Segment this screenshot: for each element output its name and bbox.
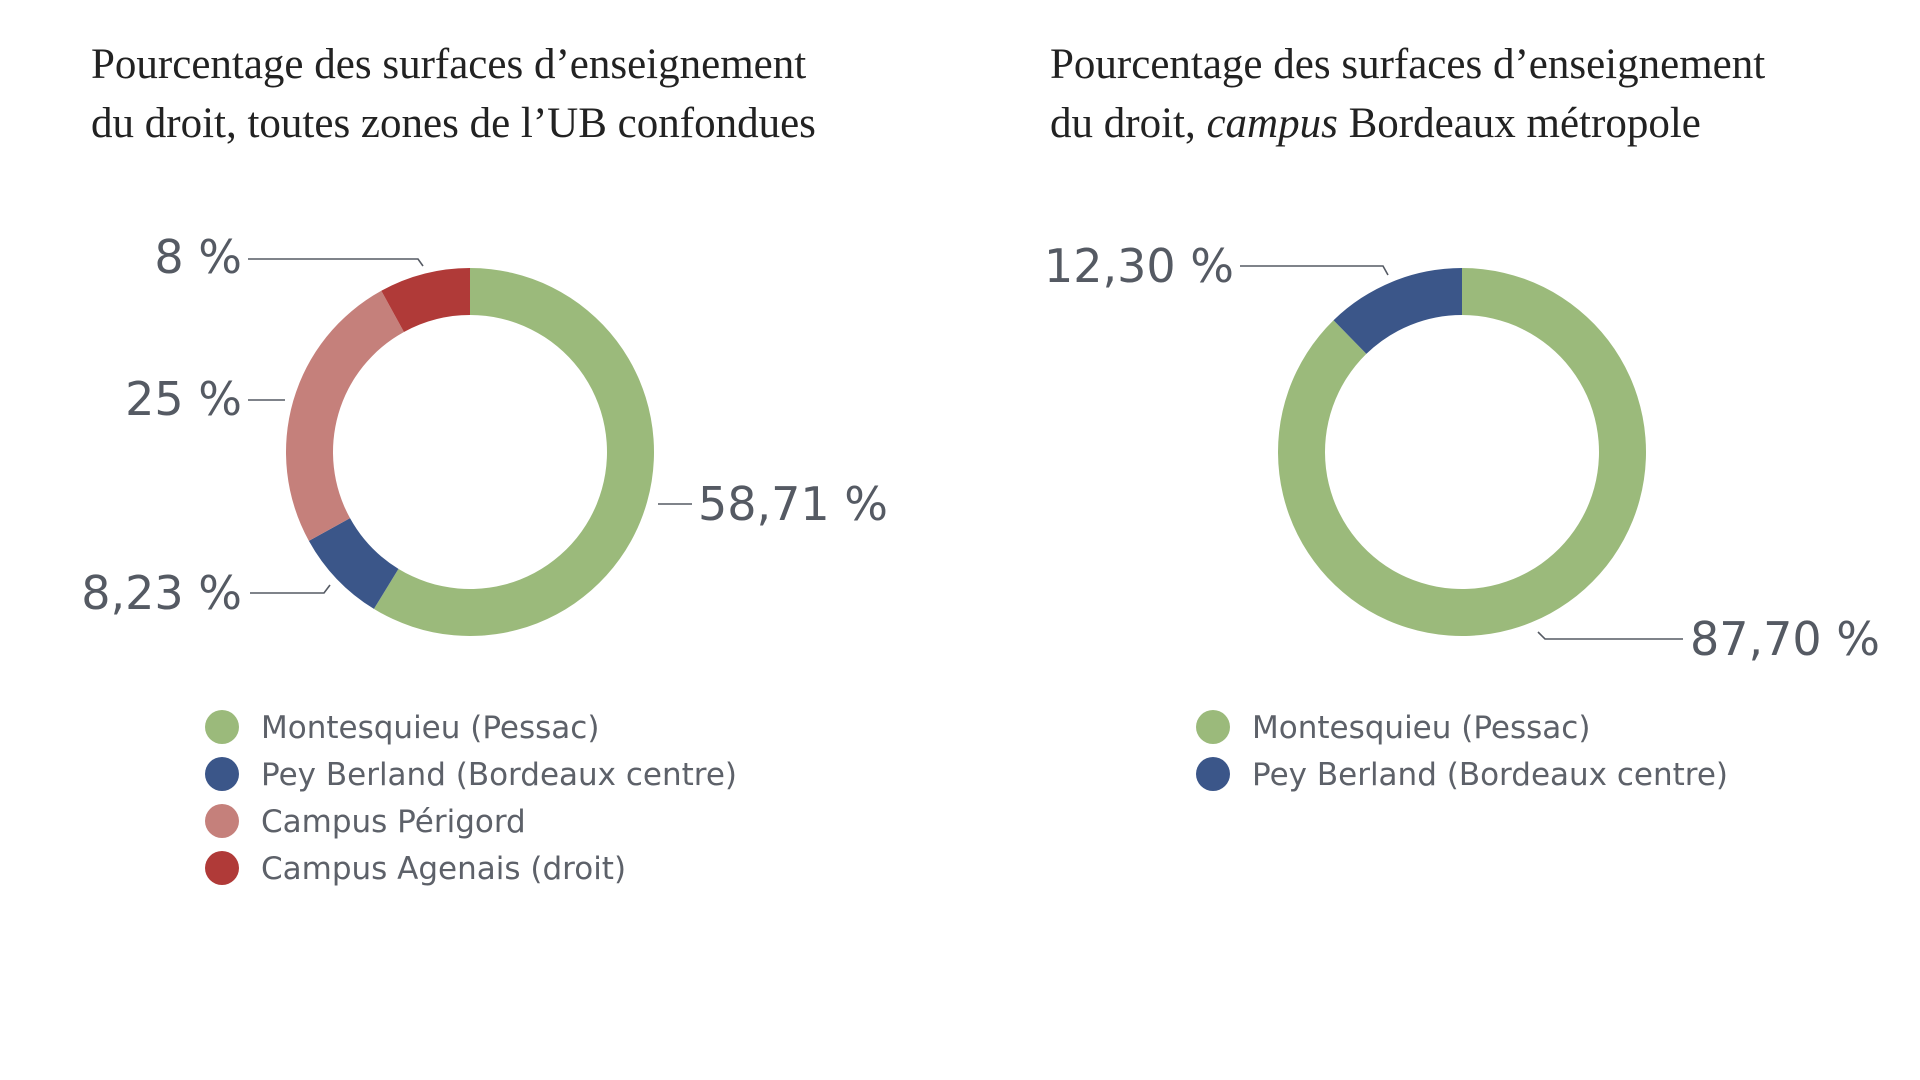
right-chart-title-line2: du droit, campus Bordeaux métropole [1050, 100, 1701, 147]
legend-label: Pey Berland (Bordeaux centre) [1252, 757, 1728, 793]
left-legend: Montesquieu (Pessac) Pey Berland (Bordeau… [205, 710, 737, 887]
right-legend: Montesquieu (Pessac) Pey Berland (Bordeau… [1196, 710, 1728, 793]
left-chart-title-line1: Pourcentage des surfaces d’enseignement [91, 41, 806, 88]
legend-marker [205, 851, 239, 885]
value-label-montesquieu-pessac: 87,70 % [1690, 612, 1880, 666]
value-label-campus-perigord: 25 % [125, 372, 242, 426]
right-title-post: Bordeaux métropole [1338, 100, 1701, 147]
legend-label: Campus Agenais (droit) [261, 851, 626, 887]
slice-montesquieu-pessac [1278, 268, 1647, 636]
slice-montesquieu-pessac [373, 268, 654, 637]
legend-item-campus-perigord: Campus Périgord [205, 804, 526, 840]
left-donut [285, 268, 654, 637]
leader-line-campus-agenais-droit [248, 258, 424, 267]
right-donut [1278, 268, 1647, 636]
leader-line-montesquieu-pessac [1537, 631, 1683, 640]
right-title-emph: campus [1206, 100, 1337, 147]
slice-pey-berland-bordeaux-centre [1333, 268, 1462, 354]
right-chart-title-line1: Pourcentage des surfaces d’enseignement [1050, 41, 1765, 88]
legend-marker [205, 757, 239, 791]
legend-item-pey-berland-bordeaux-centre: Pey Berland (Bordeaux centre) [1196, 757, 1728, 793]
legend-label: Campus Périgord [261, 804, 526, 840]
value-label-pey-berland-bordeaux-centre: 8,23 % [81, 566, 242, 620]
legend-label: Pey Berland (Bordeaux centre) [261, 757, 737, 793]
value-label-montesquieu-pessac: 58,71 % [698, 477, 888, 531]
slice-campus-perigord [285, 290, 404, 541]
leader-line-pey-berland-bordeaux-centre [250, 584, 331, 594]
legend-marker [1196, 757, 1230, 791]
legend-marker [205, 710, 239, 744]
value-label-campus-agenais-droit: 8 % [154, 230, 242, 284]
slice-pey-berland-bordeaux-centre [308, 518, 399, 609]
right-chart: Pourcentage des surfaces d’enseignement … [1044, 41, 1880, 793]
right-value-labels: 87,70 % 12,30 % [1044, 239, 1880, 666]
left-chart-title-line2: du droit, toutes zones de l’UB confondue… [91, 100, 816, 147]
value-label-pey-berland-bordeaux-centre: 12,30 % [1044, 239, 1234, 293]
slice-campus-agenais-droit [381, 268, 470, 332]
legend-item-montesquieu-pessac: Montesquieu (Pessac) [1196, 710, 1590, 746]
legend-marker [205, 804, 239, 838]
legend-label: Montesquieu (Pessac) [1252, 710, 1590, 746]
legend-item-pey-berland-bordeaux-centre: Pey Berland (Bordeaux centre) [205, 757, 737, 793]
left-value-labels: 58,71 % 8,23 % 25 % 8 % [81, 230, 888, 620]
legend-marker [1196, 710, 1230, 744]
left-chart: Pourcentage des surfaces d’enseignement … [81, 41, 888, 887]
legend-item-montesquieu-pessac: Montesquieu (Pessac) [205, 710, 599, 746]
legend-item-campus-agenais-droit: Campus Agenais (droit) [205, 851, 626, 887]
legend-label: Montesquieu (Pessac) [261, 710, 599, 746]
right-title-pre: du droit, [1050, 100, 1206, 147]
leader-line-pey-berland-bordeaux-centre [1240, 265, 1389, 276]
